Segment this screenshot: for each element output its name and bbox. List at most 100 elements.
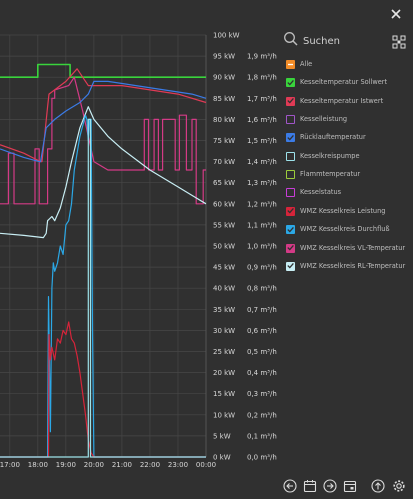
y-right-tick-label: 0,7 m³/h	[247, 306, 277, 314]
checkmark-icon	[286, 263, 294, 269]
legend-checkbox[interactable]	[286, 78, 295, 88]
checkmark-icon	[286, 208, 294, 214]
next-period-button[interactable]	[323, 478, 337, 493]
x-tick-label: 17:00	[0, 461, 20, 469]
close-icon	[391, 9, 401, 19]
export-button[interactable]	[371, 478, 385, 493]
legend-item[interactable]: Alle	[286, 60, 413, 73]
chart-grid	[0, 34, 207, 458]
y-left-tick-label: 25 kW	[213, 348, 235, 356]
series-line-kesseltemperatur-sollwert	[0, 63, 206, 78]
y-right-tick-label: 0,1 m³/h	[247, 432, 277, 440]
y-left-tick-label: 70 kW	[213, 158, 235, 166]
legend-item[interactable]: Rücklauftemperatur	[286, 133, 413, 146]
x-tick-label: 19:00	[56, 461, 76, 469]
y-right-tick-label: 0,9 m³/h	[247, 264, 277, 272]
y-right-tick-label: 1,0 m³/h	[247, 243, 277, 251]
legend-search[interactable]: Suchen	[283, 31, 383, 51]
arrow-right-icon	[323, 479, 337, 493]
legend-checkbox[interactable]	[286, 188, 295, 198]
y-right-tick-label: 0,5 m³/h	[247, 348, 277, 356]
y-right-tick-label: 1,6 m³/h	[247, 116, 277, 124]
y-right-tick-label: 0,6 m³/h	[247, 327, 277, 335]
legend-item[interactable]: WMZ Kesselkreis Durchfluß	[286, 225, 413, 238]
legend-item[interactable]: Kesselkreispumpe	[286, 151, 413, 165]
y-left-tick-label: 5 kW	[213, 432, 231, 440]
legend-item[interactable]: Flammtemperatur	[286, 170, 413, 183]
legend-label: Kesseltemperatur Istwert	[300, 96, 384, 105]
legend-item[interactable]: Kesselstatus	[286, 188, 413, 201]
series-line-kesselkreispumpe	[0, 118, 206, 458]
y-right-tick-label: 0,0 m³/h	[247, 454, 277, 462]
y-left-tick-label: 35 kW	[213, 306, 235, 314]
series-line-wmz-kesselkreis-rl-temperatur	[0, 106, 207, 239]
close-button[interactable]	[389, 7, 403, 21]
x-tick-label: 18:00	[28, 461, 48, 469]
legend-checkbox[interactable]	[286, 115, 295, 125]
y-left-tick-label: 90 kW	[213, 74, 235, 82]
legend-label: WMZ Kesselkreis RL-Temperatur	[300, 261, 406, 270]
y-right-tick-label: 1,4 m³/h	[247, 158, 277, 166]
y-axis-left-ticks: 0 kW 5 kW 10 kW 15 kW 20 kW 25 kW 30 kW 35 kW 40…	[213, 32, 240, 462]
calendar-icon	[303, 480, 317, 493]
y-right-tick-label: 0,2 m³/h	[247, 411, 277, 419]
date-range-button[interactable]	[343, 478, 357, 493]
legend-item[interactable]: Kesselleistung	[286, 115, 413, 128]
settings-button[interactable]	[392, 478, 406, 492]
gear-icon	[393, 480, 405, 492]
legend-label: Kesseltemperatur Sollwert	[300, 78, 388, 87]
legend-item[interactable]: Kesseltemperatur Sollwert	[286, 78, 413, 91]
y-left-tick-label: 20 kW	[213, 369, 235, 377]
legend-label: WMZ Kesselkreis Leistung	[300, 206, 386, 215]
y-right-tick-label: 1,1 m³/h	[247, 221, 277, 229]
y-left-tick-label: 85 kW	[213, 95, 235, 103]
legend-label: Kesselleistung	[300, 115, 348, 124]
y-left-tick-label: 95 kW	[213, 53, 235, 61]
legend-checkbox[interactable]	[286, 206, 295, 216]
legend-item[interactable]: WMZ Kesselkreis VL-Temperatur	[286, 243, 413, 257]
grid-toggle-button[interactable]	[392, 34, 406, 49]
date-picker-button[interactable]	[303, 478, 317, 493]
x-tick-label: 21:00	[112, 461, 132, 469]
legend-checkbox[interactable]	[286, 151, 295, 161]
legend-checkbox[interactable]	[286, 243, 295, 253]
y-left-tick-label: 45 kW	[213, 264, 235, 272]
legend-label: WMZ Kesselkreis Durchfluß	[300, 225, 390, 234]
checkmark-icon	[286, 98, 294, 104]
legend-item[interactable]: WMZ Kesselkreis RL-Temperatur	[286, 261, 413, 275]
legend-item[interactable]: WMZ Kesselkreis Leistung	[286, 206, 413, 220]
y-left-tick-label: 0 kW	[213, 454, 231, 462]
legend-item[interactable]: Kesseltemperatur Istwert	[286, 96, 413, 110]
grid-toggle-icon	[392, 35, 406, 49]
x-axis-ticks: 17:00 18:00 19:00 20:00 21:00 22:00 23:00 00:00	[0, 461, 216, 469]
search-icon	[284, 32, 298, 46]
y-right-tick-label: 1,8 m³/h	[247, 74, 277, 82]
y-left-tick-label: 40 kW	[213, 285, 235, 293]
upload-icon	[371, 479, 385, 493]
series-line-wmz-kesselkreis-leistung	[0, 321, 206, 458]
y-left-tick-label: 65 kW	[213, 179, 235, 187]
legend-label: WMZ Kesselkreis VL-Temperatur	[300, 243, 406, 252]
legend-checkbox[interactable]	[286, 261, 295, 271]
legend-checkbox[interactable]	[286, 60, 295, 69]
checkmark-icon	[286, 134, 294, 141]
y-right-tick-label: 1,7 m³/h	[247, 95, 277, 103]
legend-label: Kesselkreispumpe	[300, 151, 360, 160]
arrow-left-icon	[283, 479, 297, 493]
x-tick-label: 20:00	[84, 461, 104, 469]
legend-checkbox[interactable]	[286, 133, 295, 143]
legend-checkbox[interactable]	[286, 96, 295, 106]
y-right-tick-label: 1,9 m³/h	[247, 53, 277, 61]
legend-label: Flammtemperatur	[300, 170, 361, 179]
legend-checkbox[interactable]	[286, 170, 295, 180]
y-left-tick-label: 50 kW	[213, 243, 235, 251]
legend-label: Rücklauftemperatur	[300, 133, 366, 142]
x-tick-label: 23:00	[168, 461, 188, 469]
y-axis-right-ticks: 0,0 m³/h 0,1 m³/h 0,2 m³/h 0,3 m³/h 0,4 m³/h…	[247, 53, 277, 462]
legend-checkbox[interactable]	[286, 225, 295, 235]
previous-period-button[interactable]	[283, 478, 297, 493]
y-right-tick-label: 0,4 m³/h	[247, 369, 277, 377]
checkmark-icon	[286, 244, 294, 251]
y-right-tick-label: 0,3 m³/h	[247, 390, 277, 398]
